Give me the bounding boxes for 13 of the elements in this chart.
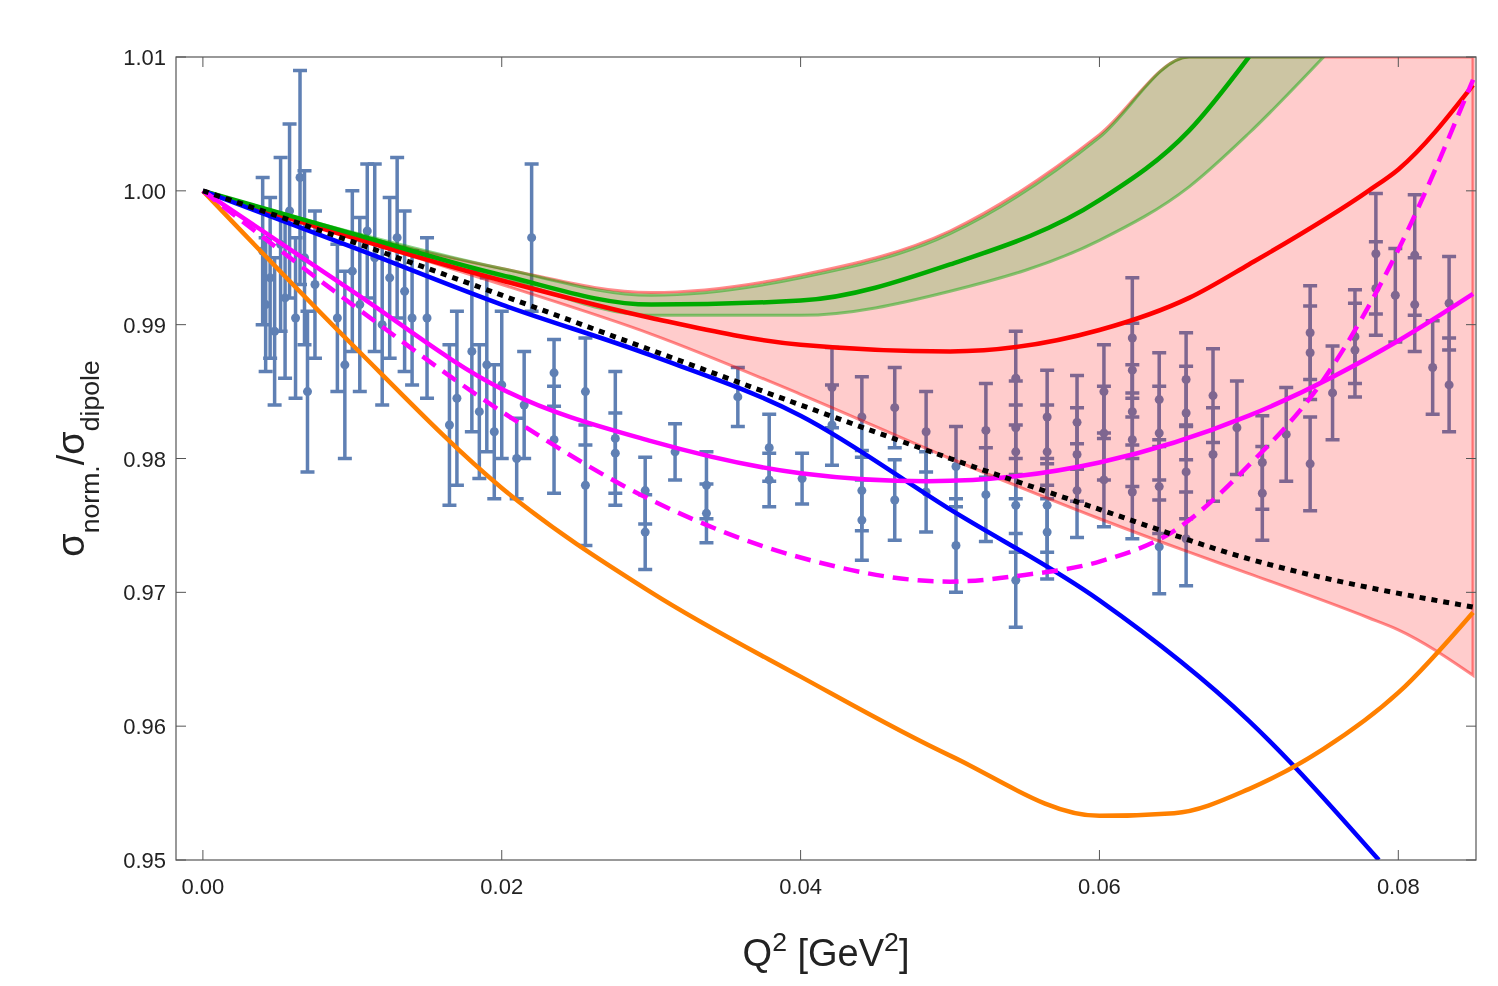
y-tick-label: 1.00 xyxy=(123,178,166,204)
y-tick-label: 0.99 xyxy=(123,312,166,338)
x-axis-title: Q$^{2}$ [GeV$^{2}$] xyxy=(742,927,910,974)
y-tick-label: 0.98 xyxy=(123,446,166,472)
x-tick-label: 0.00 xyxy=(181,874,225,899)
x-tick-label: 0.06 xyxy=(1078,874,1121,899)
y-tick-label: 0.97 xyxy=(123,580,166,606)
y-tick-label: 1.01 xyxy=(123,45,166,70)
y-tick-label: 0.96 xyxy=(123,714,166,740)
x-tick-label: 0.02 xyxy=(480,874,524,899)
x-tick-label: 0.04 xyxy=(779,874,823,899)
y-tick-label: 0.95 xyxy=(123,848,166,873)
x-tick-label: 0.08 xyxy=(1376,874,1420,899)
